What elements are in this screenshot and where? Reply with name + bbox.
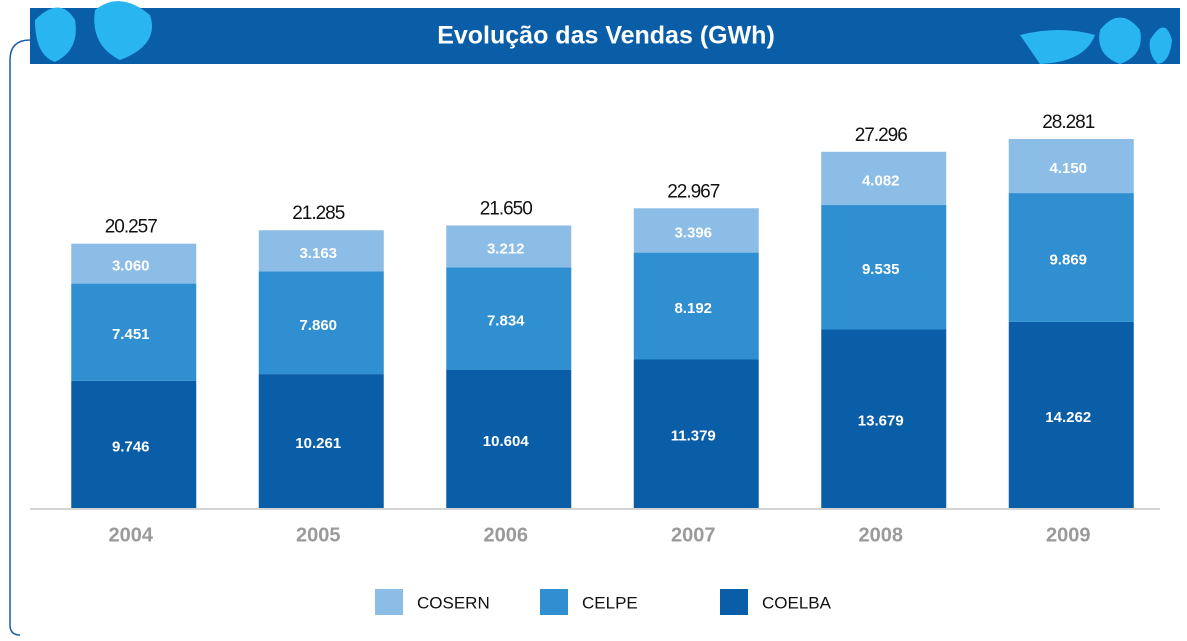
value-label: 14.262 — [1045, 409, 1091, 426]
frame — [10, 40, 30, 635]
legend-swatch — [720, 589, 748, 615]
x-tick-label: 2008 — [859, 524, 904, 546]
value-label: 9.869 — [1049, 251, 1087, 268]
legend-label: COELBA — [762, 593, 832, 612]
total-label: 28.281 — [1042, 112, 1095, 133]
legend-label: COSERN — [417, 593, 490, 612]
legend-swatch — [540, 589, 568, 615]
chart-title: Evolução das Vendas (GWh) — [437, 22, 775, 50]
value-label: 9.746 — [112, 438, 150, 455]
total-label: 20.257 — [105, 217, 158, 238]
value-label: 10.261 — [295, 435, 341, 452]
x-tick-label: 2007 — [671, 524, 716, 546]
value-label: 7.451 — [112, 326, 150, 343]
legend-label: CELPE — [582, 593, 638, 612]
chart: Evolução das Vendas (GWh) 9.746 7.451 3.06… — [0, 0, 1187, 641]
value-label: 9.535 — [862, 261, 900, 278]
legend-swatch — [375, 589, 403, 615]
value-label: 13.679 — [858, 413, 904, 430]
total-label: 27.296 — [855, 125, 908, 146]
value-label: 4.082 — [862, 172, 900, 189]
value-label: 3.060 — [112, 258, 150, 275]
total-label: 21.285 — [292, 203, 345, 224]
value-label: 3.163 — [299, 245, 337, 262]
x-tick-label: 2006 — [484, 524, 529, 546]
value-label: 7.860 — [299, 317, 337, 334]
total-label: 21.650 — [480, 198, 533, 219]
x-tick-label: 2005 — [296, 524, 341, 546]
value-label: 8.192 — [674, 300, 712, 317]
value-label: 3.396 — [674, 224, 712, 241]
value-label: 3.212 — [487, 240, 525, 257]
value-label: 10.604 — [483, 433, 530, 450]
value-label: 11.379 — [671, 428, 716, 445]
x-tick-label: 2009 — [1046, 524, 1091, 546]
x-tick-label: 2004 — [109, 524, 154, 546]
value-label: 7.834 — [487, 312, 525, 329]
total-label: 22.967 — [667, 181, 720, 202]
value-label: 4.150 — [1049, 160, 1087, 177]
